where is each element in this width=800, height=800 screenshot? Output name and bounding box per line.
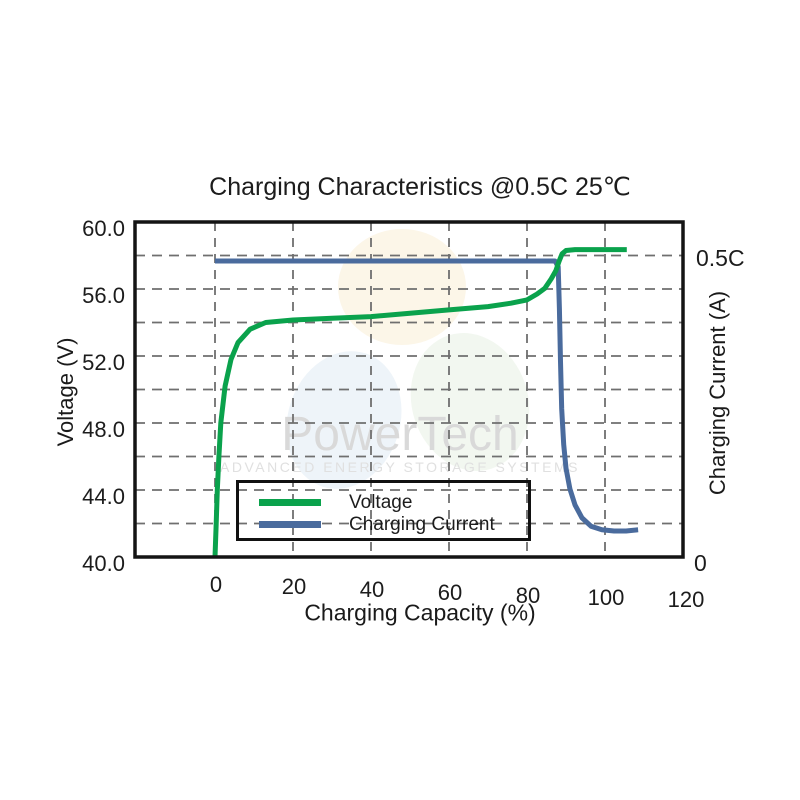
y-tick-60: 60.0 [82, 216, 125, 241]
charging-current-curve [215, 258, 639, 534]
current-legend-swatch [259, 521, 321, 528]
y-axis-label-voltage: Voltage (V) [53, 337, 78, 447]
voltage-curve [212, 247, 627, 558]
x-tick-0: 0 [209, 572, 223, 597]
voltage-legend-swatch [259, 499, 321, 506]
x-tick-20: 20 [281, 574, 307, 599]
x-tick-60: 60 [437, 580, 463, 605]
voltage-legend-label: Voltage [349, 492, 413, 513]
watermark-text: PowerTech [281, 408, 518, 461]
watermark-logo-blue-petal [286, 351, 402, 489]
legend-row-current: Charging Current [239, 514, 528, 535]
legend-box: Voltage Charging Current [236, 480, 531, 541]
legend-row-voltage: Voltage [239, 492, 528, 513]
plot-frame [133, 220, 685, 559]
x-tick-120: 120 [667, 587, 705, 612]
right-tick-0p5c: 0.5C [696, 245, 745, 271]
x-tick-100: 100 [587, 585, 625, 610]
y-tick-56: 56.0 [82, 283, 125, 308]
x-tick-80: 80 [515, 583, 541, 608]
x-axis-label: Charging Capacity (%) [304, 599, 536, 626]
y-tick-52: 52.0 [82, 350, 125, 375]
gridlines [135, 222, 683, 557]
x-tick-40: 40 [359, 577, 385, 602]
right-tick-0: 0 [694, 550, 707, 576]
y-tick-40: 40.0 [82, 551, 125, 576]
watermark-tagline: ADVANCED ENERGY STORAGE SYSTEMS [220, 459, 580, 475]
watermark-logo-orange-petal [338, 229, 466, 345]
current-legend-label: Charging Current [349, 514, 495, 535]
y-tick-44: 44.0 [82, 484, 125, 509]
y-tick-48: 48.0 [82, 417, 125, 442]
chart-title: Charging Characteristics @0.5C 25℃ [209, 173, 631, 201]
watermark-logo-green-petal [410, 333, 530, 471]
y-axis-label-current: Charging Current (A) [705, 290, 730, 496]
